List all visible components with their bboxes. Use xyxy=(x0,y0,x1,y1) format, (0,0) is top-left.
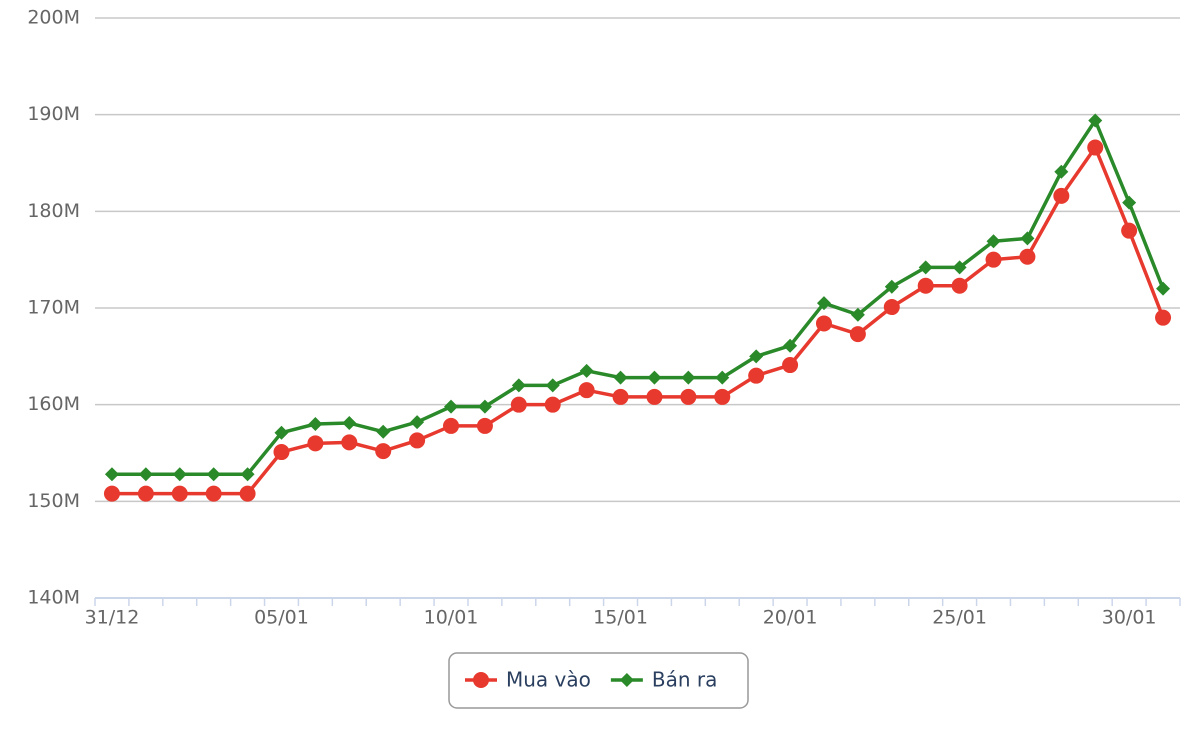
point xyxy=(544,396,561,413)
x-tick-label: 20/01 xyxy=(763,607,818,629)
point xyxy=(578,382,595,399)
point xyxy=(816,296,831,311)
point xyxy=(511,378,526,393)
point xyxy=(273,444,290,461)
point xyxy=(715,370,730,385)
point xyxy=(545,378,560,393)
point xyxy=(410,415,425,430)
x-tick-label: 05/01 xyxy=(254,607,309,629)
point xyxy=(883,299,900,316)
point xyxy=(476,417,493,434)
y-tick-label: 160M xyxy=(27,393,80,415)
point xyxy=(308,417,323,431)
point xyxy=(986,234,1001,249)
point xyxy=(444,399,459,414)
y-tick-label: 170M xyxy=(27,297,80,319)
point xyxy=(104,467,119,482)
y-tick-label: 180M xyxy=(27,200,80,222)
point xyxy=(137,485,154,502)
point xyxy=(342,416,357,431)
point xyxy=(1122,195,1137,210)
point xyxy=(783,338,798,353)
x-tick-label: 31/12 xyxy=(85,607,140,629)
x-tick-label: 15/01 xyxy=(593,607,648,629)
point xyxy=(1156,281,1171,296)
point xyxy=(510,396,527,413)
point xyxy=(1087,139,1104,156)
point xyxy=(714,388,731,405)
point xyxy=(748,367,765,384)
point xyxy=(579,363,594,378)
point xyxy=(1019,248,1036,265)
point xyxy=(376,424,391,439)
point xyxy=(884,279,899,294)
y-tick-label: 190M xyxy=(27,103,80,125)
point xyxy=(172,467,187,482)
point xyxy=(443,417,460,434)
point xyxy=(206,467,221,482)
point xyxy=(205,485,222,502)
point xyxy=(473,672,489,688)
point xyxy=(952,260,967,275)
point xyxy=(409,432,426,449)
point xyxy=(680,388,697,405)
point xyxy=(681,370,696,385)
point xyxy=(103,485,120,502)
point xyxy=(1121,222,1138,239)
point xyxy=(1054,164,1069,179)
point xyxy=(849,326,866,343)
point xyxy=(850,307,865,322)
point xyxy=(274,425,289,440)
x-tick-label: 25/01 xyxy=(932,607,987,629)
point xyxy=(619,673,634,687)
point xyxy=(240,467,255,482)
y-tick-label: 140M xyxy=(27,587,80,609)
y-tick-label: 200M xyxy=(27,7,80,29)
legend-label: Mua vào xyxy=(506,668,591,692)
point xyxy=(477,399,492,414)
point xyxy=(171,485,188,502)
point xyxy=(647,370,662,385)
point xyxy=(1020,231,1035,246)
point xyxy=(1053,187,1070,204)
point xyxy=(307,435,324,452)
x-tick-label: 10/01 xyxy=(424,607,479,629)
point xyxy=(951,277,968,294)
point xyxy=(1088,113,1103,128)
x-tick-label: 30/01 xyxy=(1102,607,1157,629)
point xyxy=(918,260,933,275)
line xyxy=(111,145,1165,496)
point xyxy=(1155,309,1172,326)
y-tick-label: 150M xyxy=(27,490,80,512)
point xyxy=(985,251,1002,268)
point xyxy=(613,370,628,385)
point xyxy=(612,388,629,405)
point xyxy=(375,443,392,460)
point xyxy=(239,485,256,502)
line xyxy=(111,118,1165,477)
legend-box xyxy=(448,652,749,709)
point xyxy=(341,434,358,451)
point xyxy=(749,349,764,364)
point xyxy=(646,388,663,405)
legend-label: Bán ra xyxy=(652,668,718,692)
point xyxy=(917,277,934,294)
point xyxy=(815,315,832,332)
point xyxy=(138,467,153,482)
point xyxy=(782,357,799,374)
